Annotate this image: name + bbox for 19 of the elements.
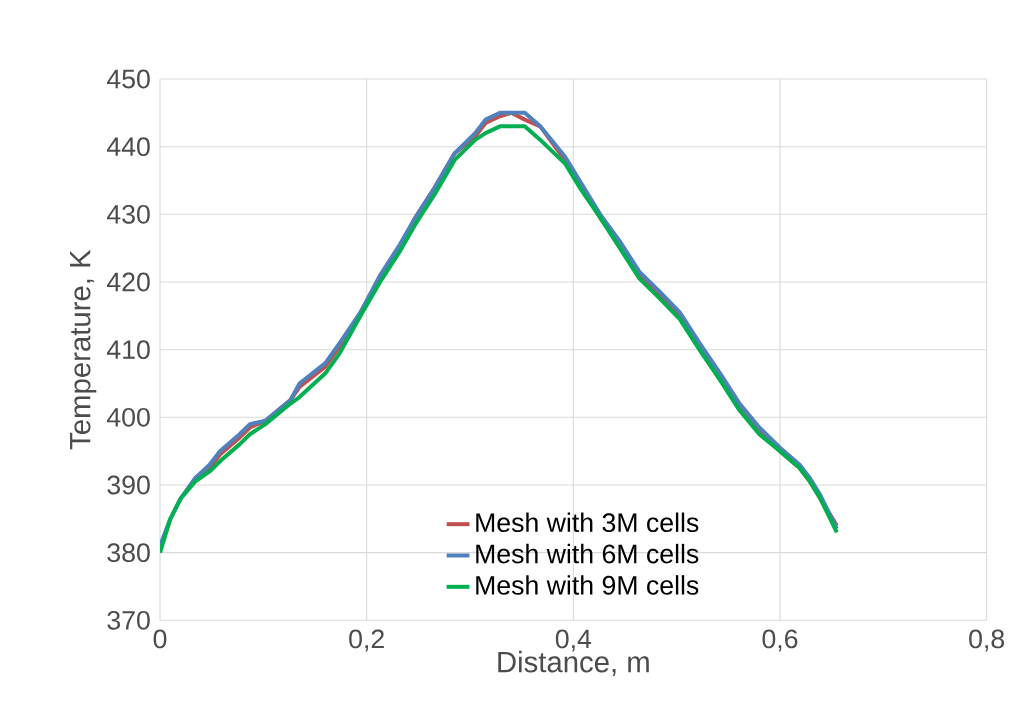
x-tick-label: 0,8 [969,629,1005,652]
x-tick-label: 0,4 [555,629,592,652]
y-tick-label: 370 [107,610,150,630]
legend-label: Mesh with 6M cells [476,543,699,564]
y-tick-label: 400 [106,407,150,427]
y-tick-label: 440 [106,137,150,157]
y-tick-label: 390 [107,475,150,495]
y-tick-label: 420 [106,272,150,292]
y-axis-title: Temperature, K [70,249,97,450]
y-tick-label: 450 [106,69,150,89]
x-tick-label: 0 [153,629,167,649]
legend-label: Mesh with 9M cells [476,575,699,595]
y-tick-label: 380 [107,543,150,563]
x-tick-label: 0,6 [762,629,798,652]
x-tick-label: 0,2 [349,629,384,652]
y-tick-label: 430 [106,204,150,224]
y-tick-label: 410 [106,340,150,360]
x-axis-title: Distance, m [498,650,649,676]
legend-label: Mesh with 3M cells [476,512,699,533]
